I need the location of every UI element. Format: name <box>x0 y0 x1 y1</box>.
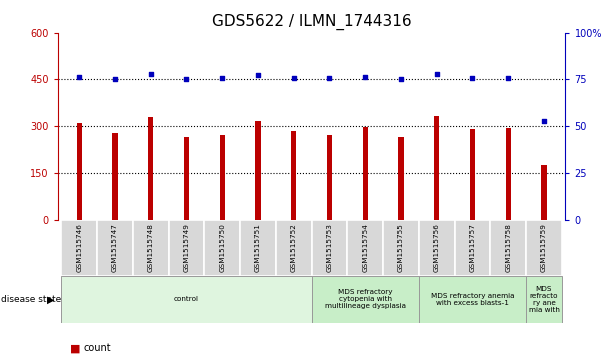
Bar <box>362 127 368 220</box>
Bar <box>541 165 547 220</box>
Bar <box>291 131 297 220</box>
Point <box>539 118 549 123</box>
Bar <box>326 135 332 220</box>
Text: GSM1515746: GSM1515746 <box>76 223 82 272</box>
Text: GSM1515756: GSM1515756 <box>434 223 440 272</box>
Point <box>325 76 334 81</box>
Text: GSM1515754: GSM1515754 <box>362 223 368 272</box>
Point <box>146 71 156 77</box>
Text: ▶: ▶ <box>47 294 55 305</box>
Point <box>503 75 513 81</box>
FancyBboxPatch shape <box>311 220 347 276</box>
FancyBboxPatch shape <box>133 220 168 276</box>
Text: GSM1515751: GSM1515751 <box>255 223 261 272</box>
Point <box>468 75 477 81</box>
Bar <box>506 129 511 220</box>
Text: MDS
refracto
ry ane
mia with: MDS refracto ry ane mia with <box>528 286 559 313</box>
Bar <box>434 116 440 220</box>
Bar <box>77 123 82 220</box>
Text: GSM1515747: GSM1515747 <box>112 223 118 272</box>
Text: GSM1515748: GSM1515748 <box>148 223 154 272</box>
FancyBboxPatch shape <box>240 220 276 276</box>
Point <box>182 77 192 82</box>
Bar <box>184 137 189 220</box>
Text: GSM1515749: GSM1515749 <box>184 223 190 272</box>
FancyBboxPatch shape <box>61 276 311 323</box>
Point <box>361 74 370 79</box>
Text: MDS refractory
cytopenia with
multilineage dysplasia: MDS refractory cytopenia with multilinea… <box>325 289 406 310</box>
Text: GSM1515750: GSM1515750 <box>219 223 225 272</box>
Point <box>396 77 406 82</box>
Point <box>110 77 120 82</box>
Text: disease state: disease state <box>1 295 61 304</box>
FancyBboxPatch shape <box>526 276 562 323</box>
FancyBboxPatch shape <box>204 220 240 276</box>
Point <box>289 76 299 81</box>
FancyBboxPatch shape <box>455 220 491 276</box>
FancyBboxPatch shape <box>61 220 97 276</box>
Text: count: count <box>84 343 111 354</box>
FancyBboxPatch shape <box>491 220 526 276</box>
Point <box>217 75 227 81</box>
Text: GSM1515758: GSM1515758 <box>505 223 511 272</box>
Point <box>74 74 84 79</box>
Text: GSM1515752: GSM1515752 <box>291 223 297 272</box>
Text: GSM1515753: GSM1515753 <box>326 223 333 272</box>
Point <box>253 72 263 78</box>
FancyBboxPatch shape <box>276 220 311 276</box>
Text: ■: ■ <box>70 343 80 354</box>
FancyBboxPatch shape <box>168 220 204 276</box>
Text: control: control <box>174 297 199 302</box>
Text: GSM1515759: GSM1515759 <box>541 223 547 272</box>
Bar <box>112 133 117 220</box>
FancyBboxPatch shape <box>419 220 455 276</box>
Bar <box>219 135 225 220</box>
Bar <box>255 121 261 220</box>
FancyBboxPatch shape <box>97 220 133 276</box>
Text: GSM1515757: GSM1515757 <box>469 223 475 272</box>
Text: MDS refractory anemia
with excess blasts-1: MDS refractory anemia with excess blasts… <box>430 293 514 306</box>
Bar <box>148 117 153 220</box>
FancyBboxPatch shape <box>526 220 562 276</box>
FancyBboxPatch shape <box>311 276 419 323</box>
FancyBboxPatch shape <box>419 276 526 323</box>
Point <box>432 71 441 77</box>
Text: GSM1515755: GSM1515755 <box>398 223 404 272</box>
Title: GDS5622 / ILMN_1744316: GDS5622 / ILMN_1744316 <box>212 14 412 30</box>
FancyBboxPatch shape <box>347 220 383 276</box>
Bar <box>470 129 475 220</box>
Bar <box>398 137 404 220</box>
FancyBboxPatch shape <box>383 220 419 276</box>
